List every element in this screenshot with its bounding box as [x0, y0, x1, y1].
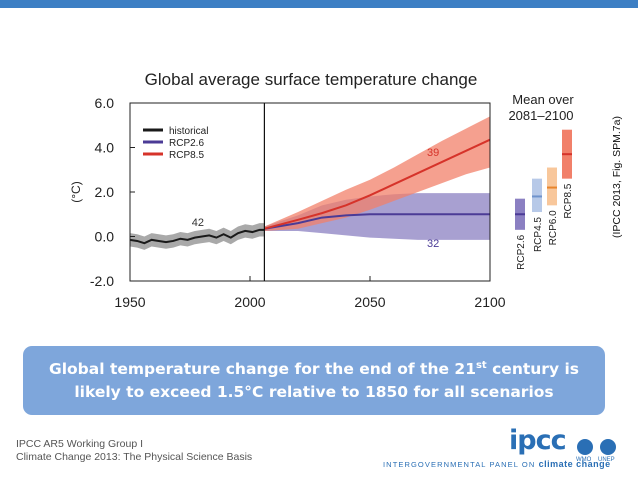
- panel-title: Mean over: [512, 92, 574, 107]
- y-tick-label: 2.0: [95, 184, 115, 200]
- footer-line2: Climate Change 2013: The Physical Scienc…: [16, 451, 253, 463]
- wmo-logo-icon: [577, 439, 593, 455]
- range-bar-label: RCP4.5: [533, 217, 544, 252]
- temperature-chart: Global average surface temperature chang…: [69, 70, 574, 310]
- footer-line1: IPCC AR5 Working Group I: [16, 438, 144, 450]
- range-bar-label: RCP8.5: [563, 183, 574, 218]
- range-bar-label: RCP2.6: [516, 234, 527, 269]
- top-accent-bar: [0, 0, 638, 8]
- unep-label: UNEP: [598, 457, 615, 463]
- y-axis-label: (°C): [69, 181, 83, 202]
- ipcc-logo: ipcc: [509, 425, 567, 456]
- caption-line1-a: Global temperature change for the end of…: [49, 359, 476, 378]
- panel-subtitle: 2081–2100: [508, 108, 573, 123]
- source-citation: (IPCC 2013, Fig. SPM.7a): [607, 112, 627, 250]
- legend-label: historical: [169, 126, 208, 137]
- caption-line1-sup: st: [475, 359, 487, 371]
- caption-line2: likely to exceed 1.5°C relative to 1850 …: [74, 382, 554, 401]
- line-historical: [129, 228, 265, 245]
- chart-title: Global average surface temperature chang…: [145, 70, 478, 89]
- x-tick-label: 1950: [114, 294, 145, 310]
- band-rcp26: [264, 193, 490, 240]
- y-tick-label: -2.0: [90, 273, 114, 289]
- range-bar-label: RCP6.0: [548, 210, 559, 245]
- unep-logo-icon: [600, 439, 616, 455]
- x-tick-label: 2050: [354, 294, 385, 310]
- line-rcp26: [264, 213, 490, 230]
- sample-count-label: 42: [192, 217, 204, 229]
- sample-count-label: 39: [427, 147, 439, 159]
- range-bar: [532, 178, 542, 213]
- x-tick-label: 2000: [234, 294, 265, 310]
- ipcc-subtitle-text: INTERGOVERNMENTAL PANEL ON: [383, 460, 536, 469]
- legend-label: RCP2.6: [169, 138, 204, 149]
- ipcc-subtitle: INTERGOVERNMENTAL PANEL ON climate chang…: [383, 459, 611, 469]
- range-bar: [547, 167, 557, 206]
- ipcc-subtitle-bold: climate change: [538, 459, 611, 469]
- caption-line1-b: century is: [486, 359, 579, 378]
- caption-box: Global temperature change for the end of…: [23, 346, 605, 415]
- y-tick-label: 0.0: [95, 229, 115, 245]
- y-tick-label: 6.0: [95, 95, 115, 111]
- wmo-label: WMO: [576, 457, 592, 463]
- footer-credits: IPCC AR5 Working Group I Climate Change …: [16, 438, 252, 464]
- band-rcp85: [264, 116, 490, 231]
- line-rcp85: [264, 138, 491, 230]
- legend-label: RCP8.5: [169, 150, 204, 161]
- y-tick-label: 4.0: [95, 140, 115, 156]
- x-tick-label: 2100: [474, 294, 505, 310]
- sample-count-label: 32: [427, 238, 439, 250]
- ipcc-logo-block: ipcc INTERGOVERNMENTAL PANEL ON climate …: [383, 423, 633, 473]
- source-citation-text: (IPCC 2013, Fig. SPM.7a): [611, 116, 623, 238]
- caption-text: Global temperature change for the end of…: [49, 358, 579, 404]
